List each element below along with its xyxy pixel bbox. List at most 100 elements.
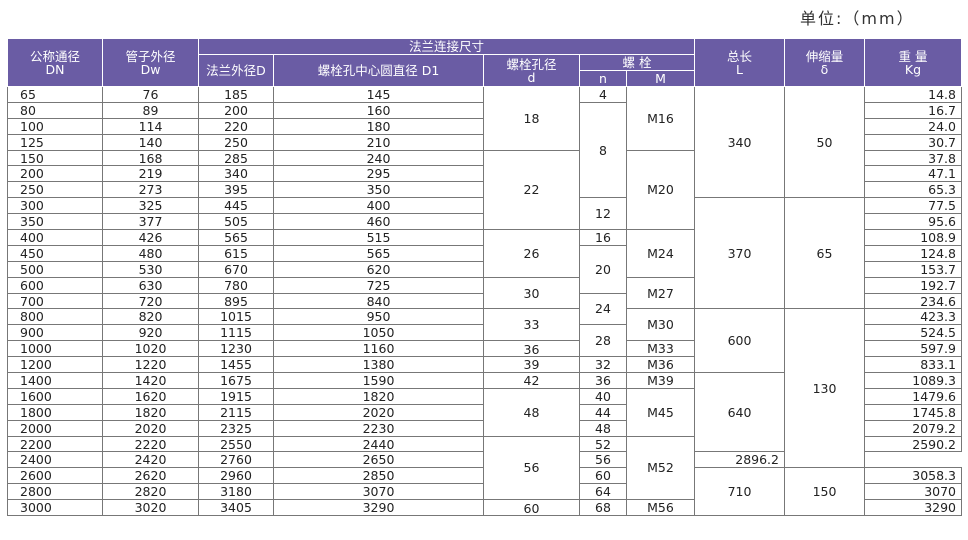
cell-bolt-n: 20: [579, 244, 627, 294]
cell-weight: 3070: [864, 483, 962, 501]
cell-bolt-hole: 22: [483, 149, 580, 231]
cell-flange-d: 340: [198, 165, 274, 183]
table-row: 125 140 250 210 30.7: [7, 133, 962, 151]
cell-dn: 350: [7, 213, 103, 231]
cell-bolt-n: 12: [579, 197, 627, 231]
cell-dn: 700: [7, 292, 103, 310]
cell-flange-d: 895: [198, 292, 274, 310]
cell-dw: 3020: [102, 499, 199, 517]
header-dn: 公称通径 DN: [7, 38, 103, 87]
cell-weight: 1479.6: [864, 387, 962, 405]
cell-dn: 150: [7, 149, 103, 167]
cell-dw: 2820: [102, 483, 199, 501]
cell-flange-d: 1115: [198, 324, 274, 342]
cell-weight: 597.9: [864, 340, 962, 358]
cell-bolt-circle: 2850: [273, 467, 484, 485]
table-row: 1600 1620 1915 1820 48 40 M45 1479.6: [7, 387, 962, 437]
cell-bolt-hole: 36: [483, 340, 580, 358]
table-row: 300 325 445 400 12 370 65 77.5: [7, 197, 962, 310]
cell-dn: 3000: [7, 499, 103, 517]
table-row: 150 168 285 240 22 M20 37.8: [7, 149, 962, 231]
cell-dw: 820: [102, 308, 199, 326]
cell-flange-d: 780: [198, 276, 274, 294]
cell-bolt-n: 48: [579, 419, 627, 437]
table-row: 1200 1220 1455 1380 39 32 M36 833.1: [7, 356, 962, 374]
table-row: 900 920 1115 1050 28 524.5: [7, 324, 962, 358]
header-expansion: 伸缩量 δ: [784, 38, 865, 87]
cell-dn: 1800: [7, 403, 103, 421]
cell-flange-d: 285: [198, 149, 274, 167]
cell-bolt-n: 32: [579, 356, 627, 374]
header-bolt-m: M: [626, 70, 695, 87]
cell-bolt-circle: 460: [273, 213, 484, 231]
cell-flange-d: 220: [198, 117, 274, 135]
table-row: 2000 2020 2325 2230 48 2079.2: [7, 419, 962, 437]
cell-flange-d: 1675: [198, 372, 274, 389]
cell-flange-d: 1455: [198, 356, 274, 374]
cell-dw: 1820: [102, 403, 199, 421]
table-row: 2600 2620 2960 2850 60 710 150 3058.3: [7, 467, 962, 517]
cell-weight: 2896.2: [694, 451, 785, 469]
cell-weight: 2079.2: [864, 419, 962, 437]
cell-dn: 100: [7, 117, 103, 135]
table-row: 3000 3020 3405 3290 60 68 M56 3290: [7, 499, 962, 517]
cell-weight: 192.7: [864, 276, 962, 294]
cell-dw: 140: [102, 133, 199, 151]
cell-dw: 630: [102, 276, 199, 294]
cell-flange-d: 1015: [198, 308, 274, 326]
cell-dn: 1200: [7, 356, 103, 374]
cell-dn: 1000: [7, 340, 103, 358]
cell-dw: 2420: [102, 451, 199, 469]
cell-flange-d: 2325: [198, 419, 274, 437]
header-length: 总长 L: [694, 38, 785, 87]
cell-bolt-m: M39: [626, 372, 695, 389]
cell-dw: 219: [102, 165, 199, 183]
cell-dw: 89: [102, 101, 199, 119]
cell-bolt-circle: 240: [273, 149, 484, 167]
cell-dw: 720: [102, 292, 199, 310]
cell-expansion: 50: [784, 85, 865, 199]
cell-bolt-n: 28: [579, 324, 627, 358]
cell-weight: 16.7: [864, 101, 962, 119]
header-bolt-n: n: [579, 70, 627, 87]
cell-flange-d: 200: [198, 101, 274, 119]
cell-flange-d: 505: [198, 213, 274, 231]
cell-length: 710: [694, 467, 785, 517]
cell-weight: 234.6: [864, 292, 962, 310]
cell-weight: 3290: [864, 499, 962, 517]
cell-dn: 2200: [7, 435, 103, 453]
cell-weight: 95.6: [864, 213, 962, 231]
cell-dw: 1220: [102, 356, 199, 374]
cell-dn: 125: [7, 133, 103, 151]
table-row: 400 426 565 515 26 16 M24 108.9: [7, 229, 962, 278]
header-weight: 重 量 Kg: [864, 38, 962, 87]
cell-flange-d: 565: [198, 229, 274, 246]
cell-weight: 524.5: [864, 324, 962, 342]
table-row: 2200 2220 2550 2440 56 52 M52 2590.2: [7, 435, 962, 501]
header-bolt: 螺 栓: [579, 54, 695, 71]
cell-bolt-hole: 60: [483, 499, 580, 517]
cell-bolt-circle: 350: [273, 181, 484, 199]
cell-weight: 1089.3: [864, 372, 962, 389]
cell-bolt-circle: 3290: [273, 499, 484, 517]
cell-bolt-circle: 145: [273, 86, 484, 103]
cell-bolt-circle: 840: [273, 292, 484, 310]
cell-weight: 77.5: [864, 197, 962, 215]
cell-weight: 124.8: [864, 244, 962, 262]
cell-dn: 2000: [7, 419, 103, 437]
cell-dw: 325: [102, 197, 199, 215]
cell-weight: 423.3: [864, 308, 962, 326]
cell-bolt-m: M24: [626, 229, 695, 278]
cell-bolt-circle: 1160: [273, 340, 484, 358]
table-row: 80 89 200 160 8 16.7: [7, 101, 962, 199]
cell-dw: 1020: [102, 340, 199, 358]
cell-flange-d: 395: [198, 181, 274, 199]
cell-weight: 37.8: [864, 149, 962, 167]
cell-bolt-m: M16: [626, 86, 695, 151]
header-flange-d: 法兰外径D: [198, 54, 274, 87]
cell-bolt-m: M20: [626, 149, 695, 231]
cell-weight: 2590.2: [864, 435, 962, 453]
cell-dn: 2800: [7, 483, 103, 501]
table-row: 1800 1820 2115 2020 44 1745.8: [7, 403, 962, 421]
cell-bolt-circle: 725: [273, 276, 484, 294]
